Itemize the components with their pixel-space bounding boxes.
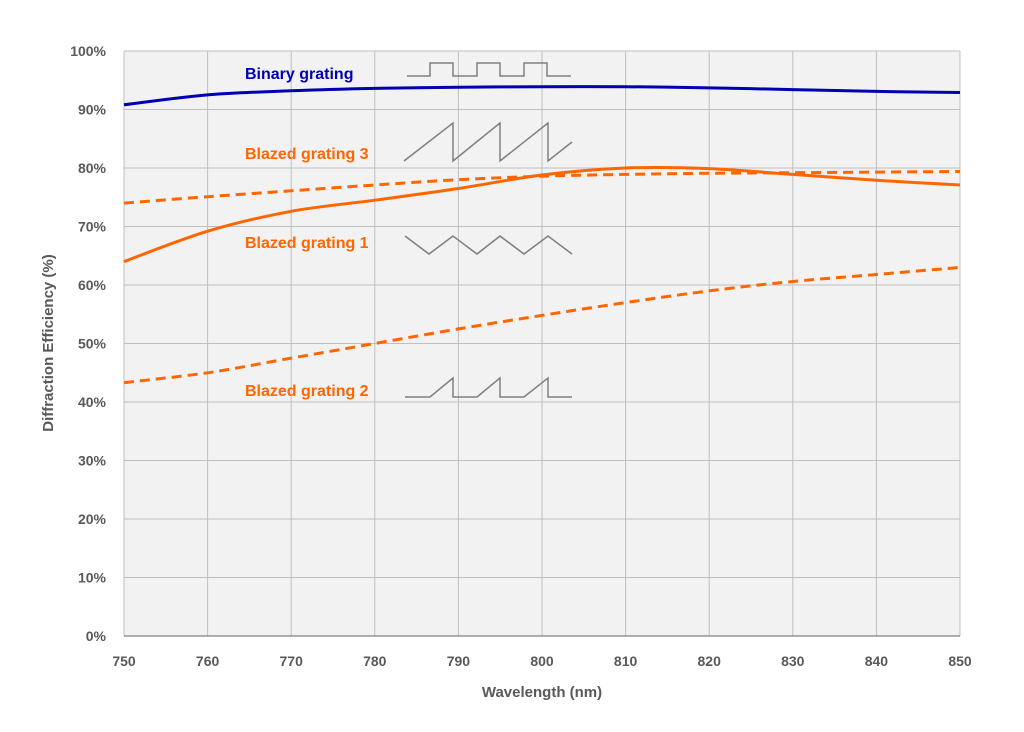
x-tick-label: 820: [698, 653, 722, 669]
y-tick-label: 60%: [78, 277, 107, 293]
sawtooth-icon: [403, 121, 573, 163]
x-tick-label: 780: [363, 653, 387, 669]
series-labels: Binary grating Blazed grating 3 Blazed gra…: [245, 66, 369, 400]
x-tick-label: 840: [865, 653, 889, 669]
x-tick-label: 770: [280, 653, 304, 669]
tick-labels: 0% 10% 20% 30% 40% 50% 60% 70% 80% 90% 100% 750 760 7…: [70, 43, 972, 669]
y-tick-label: 70%: [78, 219, 107, 235]
series-layer: [123, 85, 961, 385]
partial-sawtooth-icon: [405, 376, 572, 398]
triangle-wave-icon: [404, 235, 573, 255]
series-line-blazed-grating-1: [123, 165, 961, 264]
x-tick-label: 830: [781, 653, 805, 669]
x-axis-title: Wavelength (nm): [482, 684, 602, 701]
y-axis-title: Diffraction Efficiency (%): [40, 254, 57, 432]
y-tick-label: 40%: [78, 394, 107, 410]
y-tick-label: 30%: [78, 453, 107, 469]
grating-profile-icons: [403, 62, 573, 398]
x-tick-label: 790: [447, 653, 471, 669]
series-line-binary-grating: [123, 85, 961, 107]
grid-lines: [123, 50, 961, 637]
series-label: Blazed grating 2: [245, 383, 369, 400]
y-tick-label: 90%: [78, 102, 107, 118]
x-tick-label: 800: [530, 653, 554, 669]
x-tick-label: 850: [948, 653, 972, 669]
x-tick-label: 750: [112, 653, 136, 669]
x-tick-label: 810: [614, 653, 638, 669]
y-tick-label: 10%: [78, 570, 107, 586]
y-tick-label: 0%: [86, 628, 107, 644]
square-wave-icon: [407, 62, 571, 77]
y-tick-label: 20%: [78, 511, 107, 527]
x-tick-label: 760: [196, 653, 220, 669]
y-tick-label: 50%: [78, 336, 107, 352]
series-label: Blazed grating 3: [245, 146, 369, 163]
y-tick-label: 80%: [78, 160, 107, 176]
y-tick-label: 100%: [70, 43, 106, 59]
series-line-blazed-grating-2: [123, 265, 961, 385]
series-label: Binary grating: [245, 66, 353, 83]
series-label: Blazed grating 1: [245, 235, 369, 252]
